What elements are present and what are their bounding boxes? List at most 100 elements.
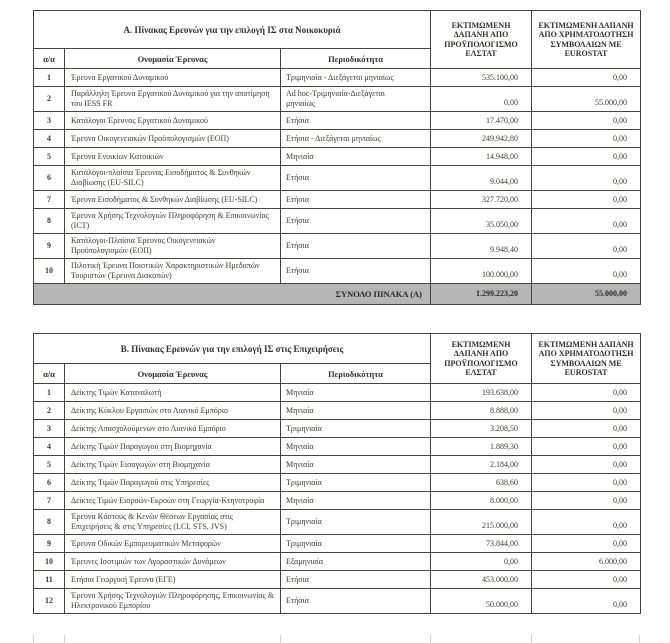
cell-num: 9 xyxy=(33,534,65,553)
cell-period: Ετήσια xyxy=(279,233,432,259)
cell-elstat: 2.184,00 xyxy=(430,455,532,474)
cell-name: Έρευνα Ενοικίων Κατοικιών xyxy=(64,147,281,166)
col-header-eurostat-expense: ΕΚΤΙΜΩΜΕΝΗ ΔΑΠΑΝΗ ΑΠΟ ΧΡΗΜΑΤΟΔΟΤΗΣΗ ΣΥΜΒ… xyxy=(531,333,641,384)
cell-num: 6 xyxy=(33,165,65,191)
cell-elstat: 0,00 xyxy=(430,86,533,112)
cell-elstat: 9.948,40 xyxy=(430,233,533,259)
cell-elstat: 638,60 xyxy=(430,473,532,492)
cell-num: 4 xyxy=(33,437,65,456)
cell-num: 3 xyxy=(33,419,65,438)
cell-num: 9 xyxy=(33,233,65,259)
cell-name: Δείκτης Τιμών Καταναλωτή xyxy=(64,383,281,402)
cell-num: 10 xyxy=(33,552,65,571)
cell-period: Τριμηνιαία xyxy=(280,419,431,438)
cell-eurostat: 0,00 xyxy=(531,401,641,420)
table-row: 11 Ετήσια Γεωργική Έρευνα (ΕΓΕ) Ετήσια 453.… xyxy=(33,570,641,589)
cell-period: Ετήσια xyxy=(279,208,432,234)
cell-eurostat: 55.000,00 xyxy=(531,86,642,112)
cell-eurostat: 0,00 xyxy=(531,588,641,614)
col-header-elstat-expense: ΕΚΤΙΜΩΜΕΝΗ ΔΑΠΑΝΗ ΑΠΟ ΠΡΟΫΠΟΛΟΓΙΣΜΟ ΕΛΣΤ… xyxy=(430,10,533,69)
table-row: 12 Έρευνα Χρήσης Τεχνολογιών Πληροφόρησης… xyxy=(33,588,641,614)
cell-num: 6 xyxy=(33,473,65,492)
cell-period: Ετήσια xyxy=(279,111,432,130)
cell-eurostat: 0,00 xyxy=(531,473,641,492)
cutoff-column-line xyxy=(430,635,431,643)
cell-name: Παράλληλη Έρευνα Εργατικού Δυναμικού για… xyxy=(64,86,281,112)
cell-elstat: 453.000,00 xyxy=(430,570,532,589)
table-a-title: Α. Πίνακας Ερευνών για την επιλογή ΙΣ στ… xyxy=(32,10,432,49)
cell-name: Δείκτης Κύκλου Εργασιών στο Λιανικό Εμπό… xyxy=(64,401,281,420)
cell-eurostat: 0,00 xyxy=(531,509,641,535)
cell-eurostat: 6.000,00 xyxy=(531,552,641,571)
cell-elstat: 327.720,00 xyxy=(430,190,533,209)
table-row: 4 Έρευνα Οικογενειακών Προϋπολογισμών (ΕΟ… xyxy=(33,129,642,148)
cell-elstat: 1.889,30 xyxy=(430,437,532,456)
cell-num: 10 xyxy=(33,258,65,284)
cell-elstat: 215.000,00 xyxy=(430,509,532,535)
cell-num: 1 xyxy=(33,383,65,402)
cell-period: Ετήσια - Διεξάγεται μηνιαίως xyxy=(279,129,432,148)
cell-period: Ετήσια xyxy=(280,588,431,614)
table-row: 7 Έρευνα Εισοδήματος & Συνθηκών Διαβίωσης… xyxy=(33,190,642,209)
cell-name: Έρευνα Κόστους & Κενών Θέσεων Εργασίας σ… xyxy=(64,509,281,535)
cell-num: 2 xyxy=(33,86,65,112)
table-households: Α. Πίνακας Ερευνών για την επιλογή ΙΣ στ… xyxy=(32,10,642,305)
cell-elstat: 35.050,00 xyxy=(430,208,533,234)
cell-period: Μηνιαία xyxy=(280,455,431,474)
cell-name: Κατάλογοι Έρευνας Εργατικού Δυναμικού xyxy=(64,111,281,130)
cutoff-column-line xyxy=(531,635,532,643)
cell-name: Κατάλογοι-Πλαίσια Έρευνας Οικογενειακών … xyxy=(64,233,281,259)
table-row: 6 Δείκτης Τιμών Παραγωγού στις Υπηρεσίες Τ… xyxy=(33,473,641,492)
cell-elstat: 17.470,00 xyxy=(430,111,533,130)
cell-name: Έρευνα Οικογενειακών Προϋπολογισμών (ΕΟΠ… xyxy=(64,129,281,148)
cell-name: Δείκτης Απασχολούμενων στο Λιανικό Εμπόρ… xyxy=(64,419,281,438)
cell-eurostat: 0,00 xyxy=(531,147,642,166)
cell-elstat: 73.844,00 xyxy=(430,534,532,553)
table-row: 10 Πιλοτική Έρευνα Ποιοτικών Χαρακτηριστι… xyxy=(33,258,642,284)
table-a-total-label: ΣΥΝΟΛΟ ΠΙΝΑΚΑ (Α) xyxy=(32,283,432,305)
table-row: 9 Έρευνα Οδικών Εμπορευματικών Μεταφορών Τ… xyxy=(33,534,641,553)
cutoff-column-line xyxy=(280,635,281,643)
table-row: 9 Κατάλογοι-Πλαίσια Έρευνας Οικογενειακών… xyxy=(33,233,642,259)
cell-name: Έρευνα Χρήσης Τεχνολογιών Πληροφόρηση & … xyxy=(64,208,281,234)
col-header-num: α/α xyxy=(33,363,65,384)
cell-eurostat: 0,00 xyxy=(531,570,641,589)
cell-name: Έρευνα Εισοδήματος & Συνθηκών Διαβίωσης … xyxy=(64,190,281,209)
cell-name: Δείκτες Τιμών Εισροών-Εκροών στη Γεωργία… xyxy=(64,491,281,510)
table-row: 3 Δείκτης Απασχολούμενων στο Λιανικό Εμπό… xyxy=(33,419,641,438)
cell-eurostat: 0,00 xyxy=(531,491,641,510)
cell-elstat: 8.888,00 xyxy=(430,401,532,420)
cell-eurostat: 0,00 xyxy=(531,208,642,234)
table-enterprises: Β. Πίνακας Ερευνών για την επιλογή ΙΣ στ… xyxy=(33,333,641,614)
cell-period: Μηνιαία xyxy=(280,401,431,420)
cell-eurostat: 0,00 xyxy=(531,233,642,259)
cell-period: Τριμηνιαία xyxy=(280,509,431,535)
cell-num: 8 xyxy=(33,509,65,535)
table-a-total-elstat: 1.299.223,20 xyxy=(430,283,533,305)
next-row-cutoff-hint xyxy=(33,635,640,643)
cell-elstat: 535.100,00 xyxy=(430,68,533,87)
cutoff-column-line xyxy=(33,635,34,643)
cell-eurostat: 0,00 xyxy=(531,419,641,438)
cell-num: 7 xyxy=(33,491,65,510)
col-header-periodicity: Περιοδικότητα xyxy=(279,48,432,69)
cell-period: Μηνιαία xyxy=(280,437,431,456)
cell-period: Ετήσια xyxy=(279,190,432,209)
cell-period: Ετήσια xyxy=(280,570,431,589)
table-row: 3 Κατάλογοι Έρευνας Εργατικού Δυναμικού Ετ… xyxy=(33,111,642,130)
cell-num: 5 xyxy=(33,147,65,166)
cell-period: Τριμηνιαία - Διεξάγεται μηνιαίως xyxy=(279,68,432,87)
cell-num: 2 xyxy=(33,401,65,420)
cell-elstat: 3.208,50 xyxy=(430,419,532,438)
cell-name: Ετήσια Γεωργική Έρευνα (ΕΓΕ) xyxy=(64,570,281,589)
table-a-total-row: ΣΥΝΟΛΟ ΠΙΝΑΚΑ (Α) 1.299.223,20 55.000,00 xyxy=(32,283,642,305)
cell-num: 4 xyxy=(33,129,65,148)
cutoff-column-line xyxy=(639,635,640,643)
col-header-survey-name: Ονομασία Έρευνας xyxy=(64,48,281,69)
cell-num: 7 xyxy=(33,190,65,209)
cutoff-column-line xyxy=(64,635,65,643)
cell-period: Εξαμηνιαία xyxy=(280,552,431,571)
cell-name: Κατάλογοι-πλαίσια Έρευνας Εισοδήματος & … xyxy=(64,165,281,191)
cell-num: 12 xyxy=(33,588,65,614)
